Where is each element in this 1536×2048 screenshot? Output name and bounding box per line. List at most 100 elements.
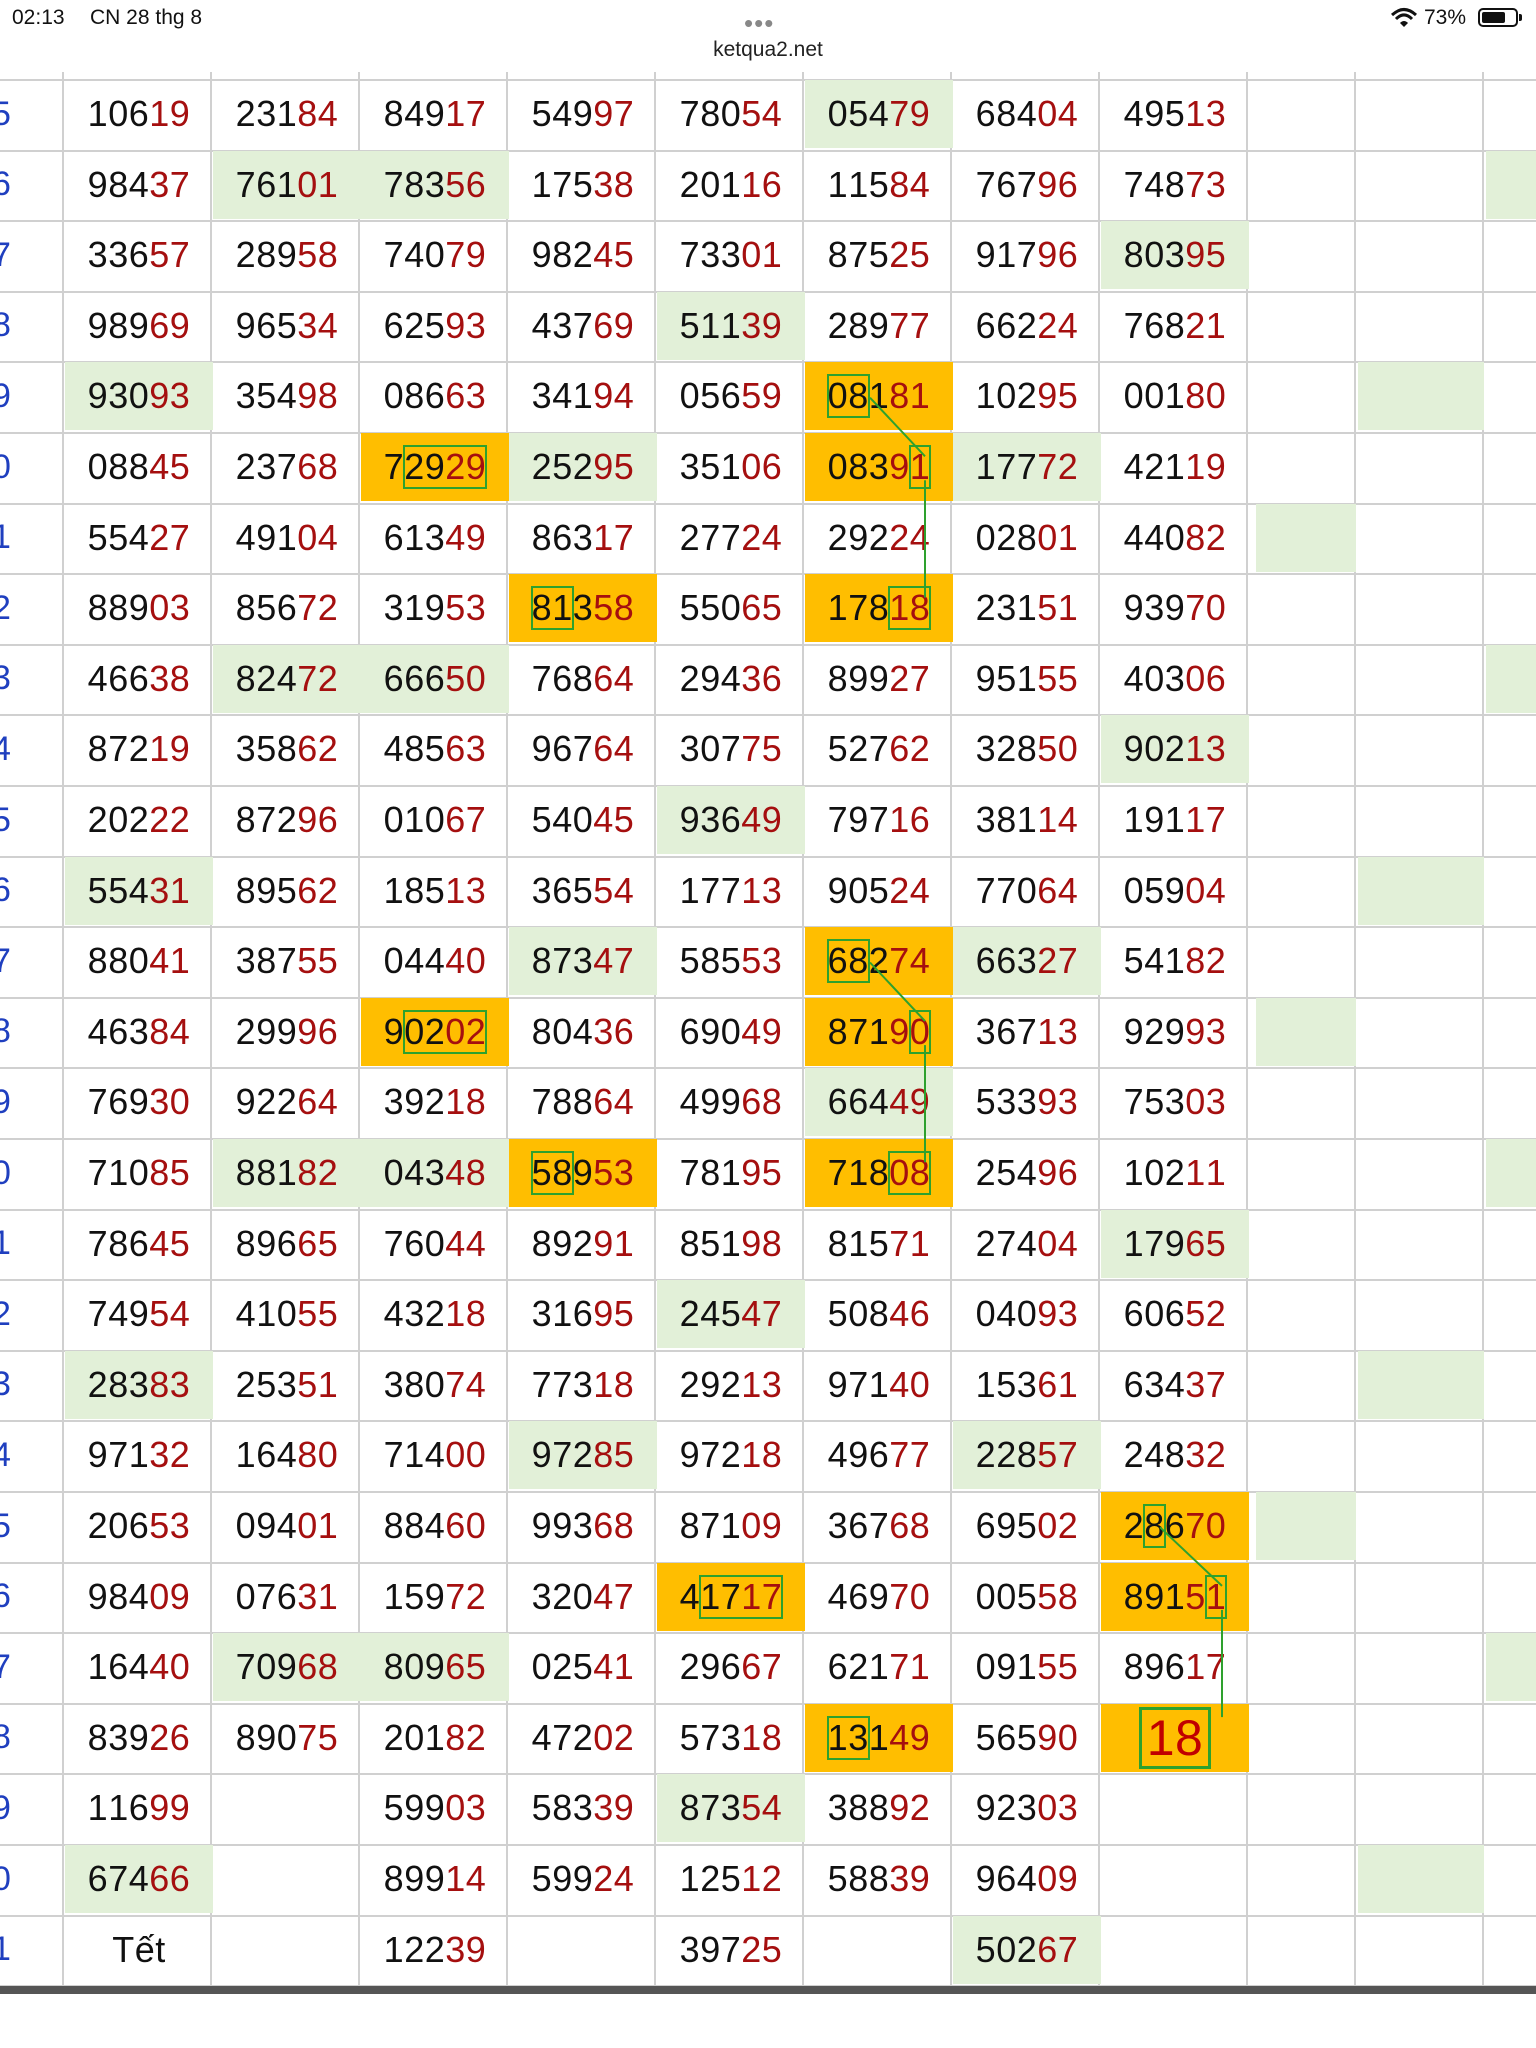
result-cell: 7 2929 xyxy=(361,433,509,501)
result-cell: 1 7 8 18 xyxy=(805,574,953,643)
grid-line xyxy=(0,361,1536,364)
page-url[interactable]: ketqua2.net xyxy=(713,38,823,61)
extra-cell xyxy=(1358,362,1484,431)
row-label: 5 xyxy=(0,1506,11,1545)
grid-line xyxy=(358,72,360,1992)
grid-line xyxy=(0,1632,1536,1635)
grid-line xyxy=(0,79,1536,81)
row-label: 2 xyxy=(0,1294,11,1333)
result-cell: 4 1717 xyxy=(657,1562,805,1631)
more-dots-icon[interactable]: ••• xyxy=(744,8,775,38)
grid-line xyxy=(210,72,212,1992)
extra-cell xyxy=(1486,644,1536,713)
row-label: 4 xyxy=(0,729,11,768)
status-time: 02:13 xyxy=(12,6,65,29)
row-label: 5 xyxy=(0,94,11,133)
wifi-icon xyxy=(1390,8,1418,27)
grid-line xyxy=(0,1349,1536,1352)
grid-line xyxy=(0,502,1536,505)
row-label: 5 xyxy=(0,800,11,839)
grid-line xyxy=(0,149,1536,152)
result-cell: 18 xyxy=(1101,1703,1249,1772)
result-cell: 13 1 4 9 xyxy=(805,1703,953,1772)
grid-line xyxy=(0,926,1536,929)
row-label: 9 xyxy=(0,1788,11,1827)
grid-line xyxy=(0,432,1536,434)
grid-line xyxy=(0,855,1536,858)
extra-cell xyxy=(1486,150,1536,219)
result-cell: 81 3 5 8 xyxy=(509,574,657,643)
row-label: 0 xyxy=(0,1859,11,1898)
row-label: 8 xyxy=(0,1718,11,1757)
